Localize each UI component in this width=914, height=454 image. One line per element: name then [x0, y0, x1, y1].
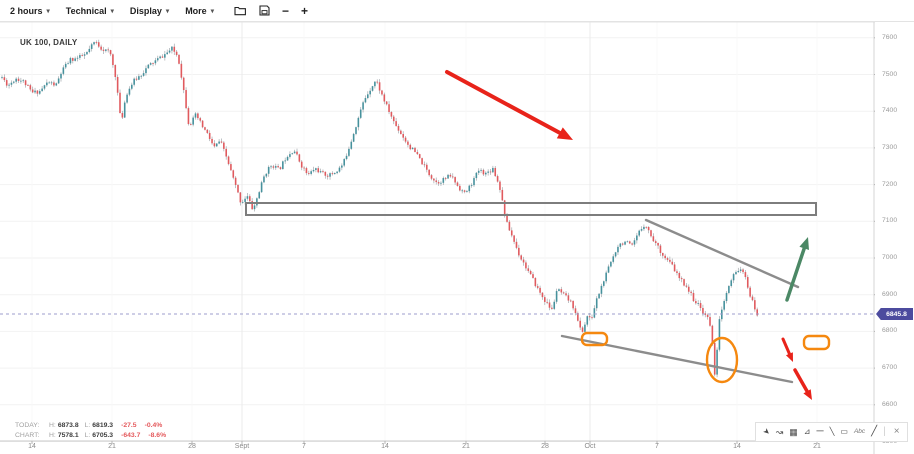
- date-axis-label: 28: [541, 443, 549, 450]
- more-menu-label: More: [185, 5, 207, 16]
- annotations: [245, 70, 831, 400]
- open-folder-icon[interactable]: [234, 5, 247, 17]
- price-axis-label: 7400: [882, 107, 898, 115]
- today-change-value: -27.5: [121, 422, 137, 429]
- date-axis-month-label: Sept: [234, 443, 250, 450]
- last-price-badge: 6845.8: [876, 308, 913, 320]
- date-axis-label: 7: [655, 443, 659, 450]
- orange-highlight-box-lows[interactable]: [580, 331, 609, 347]
- price-axis-label: 7100: [882, 217, 898, 225]
- pointer-icon[interactable]: ➤: [761, 426, 773, 438]
- date-axis-label: 14: [28, 443, 36, 450]
- caret-down-icon: ▾: [165, 7, 170, 15]
- low-label: L:: [84, 422, 91, 429]
- chart-change-percent: -8.6%: [148, 431, 167, 439]
- big-red-down-arrow[interactable]: [445, 70, 573, 140]
- symbol-label: UK 100, DAILY: [20, 38, 78, 47]
- orange-ellipse-spike-low[interactable]: [705, 336, 739, 384]
- lower-descending-trendline[interactable]: [560, 334, 794, 384]
- price-axis-label: 7500: [882, 70, 898, 78]
- horizontal-line-icon[interactable]: ─: [816, 426, 824, 437]
- save-icon[interactable]: [259, 4, 270, 17]
- separator: |: [883, 426, 886, 437]
- chart-high-value: 7578.1: [57, 431, 79, 439]
- grid-icon[interactable]: ▦: [789, 427, 798, 437]
- date-axis-label: 14: [733, 443, 741, 450]
- chart-change-value: -643.7: [121, 431, 141, 439]
- price-axis[interactable]: 7600 7500 7400 7300 7200 7100 7000 6900 6800 6700…: [875, 22, 914, 454]
- status-row-chart: CHART: H: 7578.1 L: 6705.3 -643.7 -8.6%: [15, 431, 166, 441]
- orange-highlight-box-right[interactable]: [802, 334, 831, 351]
- technical-menu-label: Technical: [65, 5, 107, 16]
- zoom-in-button[interactable]: +: [300, 3, 308, 18]
- high-label: H:: [49, 431, 56, 439]
- trendline-icon[interactable]: ╲: [829, 427, 835, 436]
- more-menu[interactable]: More ▾: [185, 6, 214, 16]
- display-menu[interactable]: Display ▾: [130, 6, 169, 16]
- trend-angle-icon[interactable]: ⊿: [803, 427, 811, 436]
- chart-low-value: 6705.3: [92, 431, 114, 439]
- display-menu-label: Display: [129, 5, 162, 16]
- price-axis-label: 7300: [882, 143, 898, 151]
- price-axis-label: 6900: [882, 290, 898, 298]
- close-icon[interactable]: ×: [893, 426, 900, 437]
- date-axis-label: 21: [462, 443, 470, 450]
- date-axis-label: 28: [188, 443, 196, 450]
- text-tool[interactable]: Abc: [853, 428, 866, 435]
- upper-descending-trendline[interactable]: [644, 218, 800, 289]
- price-axis-label: 6800: [882, 327, 898, 335]
- top-toolbar: 2 hours ▾ Technical ▾ Display ▾ More ▾ −…: [0, 0, 914, 22]
- high-label: H:: [49, 422, 56, 429]
- date-axis-label: 21: [108, 443, 116, 450]
- caret-down-icon: ▾: [46, 7, 50, 15]
- price-axis-label: 6700: [882, 364, 898, 372]
- low-label: L:: [84, 431, 91, 439]
- timeframe-menu-label: 2 hours: [10, 5, 43, 16]
- small-red-down-arrow-1[interactable]: [781, 337, 793, 362]
- status-block: TODAY: H: 6873.8 L: 6819.3 -27.5 -0.4% C…: [15, 421, 166, 440]
- small-red-down-arrow-2[interactable]: [793, 368, 812, 400]
- today-low-value: 6819.3: [92, 422, 114, 429]
- date-axis-label: 21: [813, 443, 821, 450]
- green-up-arrow[interactable]: [785, 237, 809, 302]
- today-change-percent: -0.4%: [144, 422, 163, 429]
- status-row-label: CHART:: [15, 431, 40, 439]
- chart-frame: [0, 21, 914, 454]
- today-high-value: 6873.8: [57, 422, 79, 429]
- price-axis-label: 7600: [882, 33, 898, 41]
- zoom-out-button[interactable]: −: [281, 3, 289, 18]
- diagonal-line-icon[interactable]: ╱: [871, 426, 878, 437]
- technical-menu[interactable]: Technical ▾: [66, 6, 114, 16]
- status-row-today: TODAY: H: 6873.8 L: 6819.3 -27.5 -0.4%: [15, 421, 166, 431]
- toolbar-actions: − +: [234, 5, 308, 17]
- drawing-toolbar: ➤ ↝ ▦ ⊿ ─ ╲ ▭ Abc ╱ | ×: [755, 422, 908, 442]
- price-axis-label: 7200: [882, 180, 898, 188]
- zigzag-icon[interactable]: ↝: [775, 427, 784, 437]
- status-row-label: TODAY:: [15, 422, 40, 429]
- price-axis-label: 7000: [882, 254, 898, 261]
- timeframe-menu[interactable]: 2 hours ▾: [10, 6, 50, 16]
- caret-down-icon: ▾: [110, 7, 114, 15]
- resistance-zone-rectangle[interactable]: [245, 202, 817, 216]
- date-axis-label: 14: [381, 443, 389, 450]
- date-axis-label: 7: [302, 443, 306, 450]
- date-axis[interactable]: 14 21 28 Sept 7 14 21 28 Oct 7 14 21: [0, 443, 874, 454]
- date-axis-month-label: Oct: [584, 443, 596, 450]
- candlestick-series: [1, 39, 758, 378]
- price-axis-label: 6600: [882, 400, 898, 408]
- caret-down-icon: ▾: [210, 7, 214, 15]
- rectangle-icon[interactable]: ▭: [840, 427, 848, 436]
